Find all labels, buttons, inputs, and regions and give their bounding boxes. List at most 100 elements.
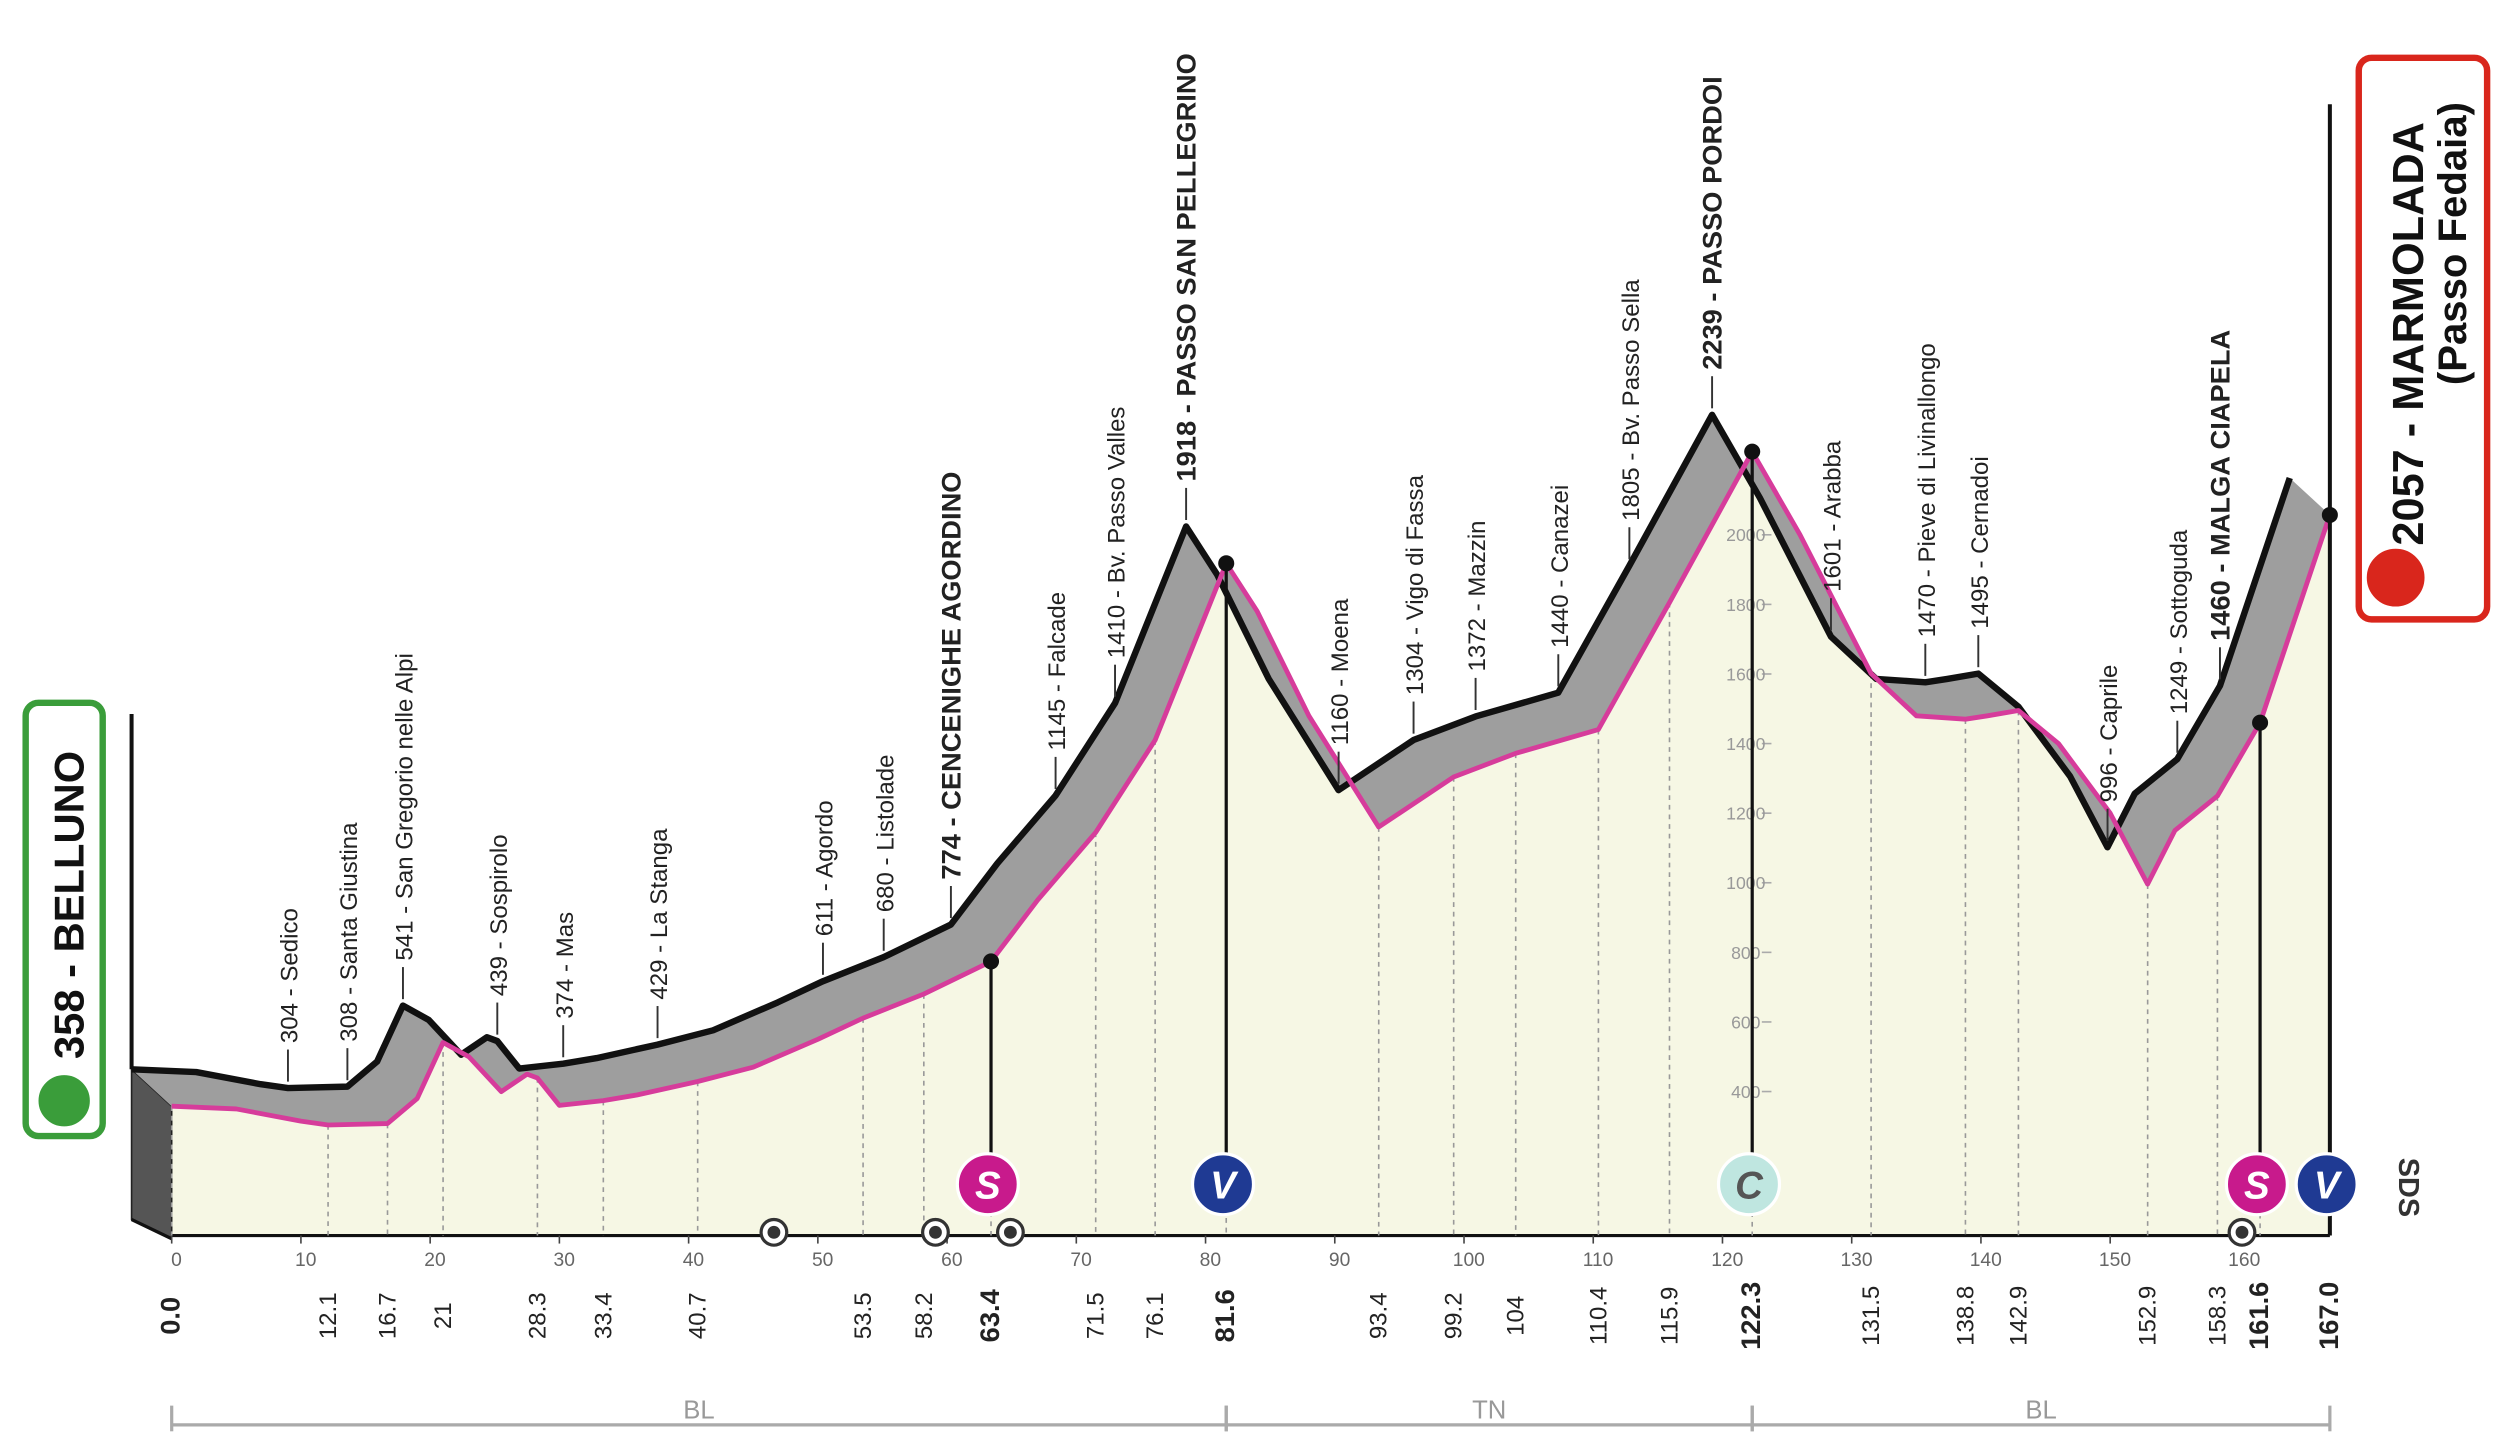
km-label: 63.4 [974, 1288, 1005, 1342]
km-label: 167.0 [2313, 1282, 2344, 1350]
km-label: 158.3 [2204, 1286, 2231, 1346]
tunnel-icon-inner [767, 1225, 781, 1239]
x-tick-label: 150 [2099, 1250, 2131, 1271]
station-name: 1805 - Bv. Passo Sella [1618, 279, 1645, 521]
finish-label: 2057 - MARMOLADA [2385, 122, 2433, 546]
finish-dot [2321, 506, 2338, 523]
finish-box: 2057 - MARMOLADA(Passo Fedaia) [2355, 54, 2491, 623]
x-tick-label: 40 [683, 1250, 704, 1271]
marker-letter: V [1210, 1165, 1239, 1208]
km-label: 104 [1503, 1296, 1530, 1336]
x-tick-label: 110 [1583, 1250, 1614, 1271]
y-tick-label: 1600 [1726, 664, 1765, 684]
station-name: 1495 - Cernadoi [1967, 456, 1994, 628]
station-name: 1160 - Moena [1327, 598, 1354, 745]
x-tick-label: 90 [1329, 1250, 1350, 1271]
marker [955, 1152, 1020, 1217]
km-label: 0.0 [155, 1297, 186, 1335]
marker [1190, 1152, 1256, 1217]
station-name: 611 - Agordo [812, 800, 839, 936]
km-label: 99.2 [1441, 1292, 1468, 1339]
summit-dot [2252, 714, 2269, 731]
surface-edge [131, 411, 2293, 1092]
km-label: 93.4 [1366, 1292, 1393, 1339]
summit-dot [1744, 443, 1761, 460]
station-name: 541 - San Gregorio nelle Alpi [392, 653, 419, 960]
station-name: 304 - Sedico [277, 908, 304, 1043]
y-tick-label: 1800 [1726, 595, 1765, 615]
y-tick-label: 1400 [1726, 734, 1765, 754]
summit-dot [982, 953, 1000, 970]
station-name: 1372 - Mazzin [1464, 520, 1491, 671]
km-label: 142.9 [2005, 1286, 2032, 1346]
station-name: 308 - Santa Giustina [336, 822, 363, 1042]
station-name: 1460 - MALGA CIAPELA [2205, 330, 2236, 641]
marker-letter: S [975, 1165, 1001, 1208]
finish-icon [2363, 545, 2428, 610]
start-box: 358 - BELLUNO [22, 699, 106, 1140]
station-name: 429 - La Stanga [646, 828, 673, 1000]
station-name: 774 - CENCENIGHE AGORDINO [936, 472, 967, 880]
finish-box-frame [2355, 54, 2491, 623]
region-name: BL [2025, 1396, 2056, 1424]
station-name: 374 - Mas [552, 912, 579, 1019]
station-name: 996 - Caprile [2096, 665, 2123, 803]
x-tick-label: 0 [171, 1250, 182, 1271]
station-name: 1601 - Arabba [1820, 440, 1847, 592]
y-tick-label: 800 [1731, 943, 1761, 963]
start-label: 358 - BELLUNO [45, 751, 92, 1059]
marker [1716, 1152, 1782, 1217]
x-tick-label: 70 [1070, 1250, 1091, 1271]
tunnel-icon-inner [929, 1225, 942, 1239]
km-label: 12.1 [315, 1292, 342, 1339]
y-tick-label: 600 [1731, 1012, 1761, 1032]
x-tick-label: 120 [1711, 1250, 1743, 1271]
x-tick-label: 50 [812, 1250, 833, 1271]
km-label: 40.7 [685, 1292, 712, 1339]
logo: SDS [2392, 1158, 2424, 1217]
marker [2294, 1152, 2359, 1217]
station-name: 1145 - Falcade [1044, 592, 1071, 751]
km-label: 21 [430, 1302, 457, 1329]
x-tick-label: 10 [295, 1250, 316, 1271]
station-name: 439 - Sospirolo [486, 834, 513, 996]
marker [2224, 1152, 2289, 1217]
km-label: 152.9 [2135, 1286, 2162, 1346]
finish-sublabel: (Passo Fedaia) [2431, 102, 2475, 385]
summit-dot [1218, 555, 1235, 572]
km-label: 138.8 [1952, 1286, 1979, 1346]
marker-letter: S [2244, 1165, 2270, 1208]
marker-letter: C [1735, 1165, 1764, 1208]
km-label: 16.7 [375, 1292, 402, 1339]
station-name: 1249 - Sottoguda [2166, 529, 2193, 714]
region-name: BL [683, 1396, 714, 1424]
station-name: 1470 - Pieve di Livinallongo [1914, 343, 1941, 637]
km-label: 58.2 [911, 1292, 938, 1339]
km-label: 76.1 [1142, 1292, 1169, 1339]
y-tick-label: 1000 [1726, 873, 1765, 893]
km-label: 71.5 [1083, 1292, 1110, 1339]
start-icon [35, 1071, 94, 1130]
marker-letter: V [2314, 1165, 2343, 1208]
x-tick-label: 80 [1200, 1250, 1221, 1271]
y-tick-label: 1200 [1726, 804, 1765, 824]
km-label: 53.5 [850, 1292, 877, 1339]
station-name: 1918 - PASSO SAN PELLEGRINO [1171, 53, 1202, 481]
y-tick-label: 2000 [1726, 525, 1765, 545]
km-label: 115.9 [1657, 1287, 1684, 1345]
x-tick-label: 20 [424, 1250, 445, 1271]
km-label: 81.6 [1209, 1289, 1240, 1342]
tunnel-icon-inner [1003, 1225, 1017, 1239]
station-name: 1440 - Canazei [1547, 485, 1574, 648]
profile-line [171, 449, 2333, 1128]
km-label: 110.4 [1585, 1287, 1612, 1345]
station-name: 2239 - PASSO PORDOI [1697, 76, 1728, 369]
region-name: TN [1472, 1396, 1506, 1424]
x-tick-label: 160 [2228, 1250, 2260, 1271]
x-tick-label: 100 [1453, 1250, 1485, 1271]
y-tick-label: 400 [1731, 1082, 1761, 1102]
x-tick-label: 60 [941, 1250, 962, 1271]
x-tick-label: 130 [1840, 1250, 1872, 1271]
